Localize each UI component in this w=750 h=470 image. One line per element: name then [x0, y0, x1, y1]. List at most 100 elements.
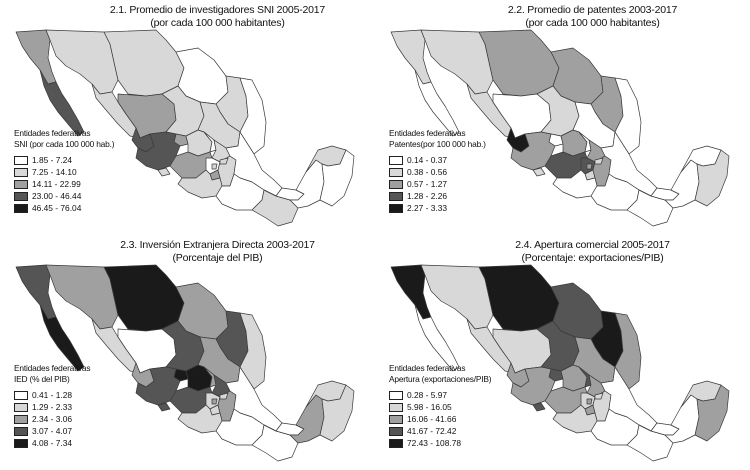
legend-subtitle: IED (% del PIB): [14, 373, 70, 384]
legend-label: 5.98 - 16.05: [407, 402, 452, 412]
legend-label: 0.38 - 0.56: [407, 167, 448, 177]
states-layer: [15, 264, 355, 462]
state-campeche: [289, 159, 325, 209]
state-colima: [157, 402, 171, 412]
legend-label: 7.25 - 14.10: [32, 167, 77, 177]
state-colima: [157, 167, 171, 177]
legend-item: 1.29 - 2.33: [14, 401, 90, 413]
state-guerrero: [552, 404, 598, 434]
state-colima: [532, 167, 546, 177]
legend-swatch: [389, 426, 403, 436]
legend-label: 0.28 - 5.97: [407, 390, 448, 400]
legend-item: 1.28 - 2.26: [389, 190, 486, 202]
state-queretaro: [203, 366, 217, 388]
legend-title: Entidades federativas: [14, 128, 91, 138]
state-baja-california-sur: [39, 69, 85, 137]
legend-item: 0.14 - 0.37: [389, 154, 486, 166]
state-baja-california-sur: [414, 69, 460, 137]
legend-label: 0.41 - 1.28: [32, 390, 73, 400]
legend-swatch: [389, 191, 403, 201]
legend-item: 0.28 - 5.97: [389, 389, 491, 401]
state-queretaro: [578, 366, 592, 388]
state-jalisco: [510, 366, 556, 406]
legend-item: 2.34 - 3.06: [14, 413, 90, 425]
legend-item: 23.00 - 46.44: [14, 190, 114, 202]
state-jalisco: [135, 366, 181, 406]
state-baja-california-sur: [39, 304, 85, 372]
legend-subtitle: SNI (por cada 100 000 hab.): [14, 138, 115, 149]
legend-item: 7.25 - 14.10: [14, 166, 114, 178]
state-jalisco: [135, 131, 181, 171]
legend-swatch: [14, 191, 28, 201]
title-line-1: 2.3. Inversión Extranjera Directa 2003-2…: [120, 239, 315, 251]
legend-swatch: [389, 414, 403, 424]
state-guerrero: [552, 169, 598, 199]
legend-title: Entidades federativas: [389, 363, 466, 373]
legend-label: 2.27 - 3.33: [407, 203, 448, 213]
legend: Entidades federativas Patentes(por 100 0…: [389, 128, 486, 214]
legend-label: 41.67 - 72.42: [407, 426, 457, 436]
panel-apertura: 2.4. Apertura comercial 2005-2017 (Porce…: [375, 235, 750, 470]
legend-label: 0.57 - 1.27: [407, 179, 448, 189]
state-chihuahua: [478, 264, 560, 332]
legend-swatch: [14, 414, 28, 424]
legend-subtitle: Patentes(por 100 000 hab.): [389, 138, 486, 149]
legend-label: 72.43 - 108.78: [407, 438, 462, 448]
legend-swatch: [389, 167, 403, 177]
legend-swatch: [14, 179, 28, 189]
title-line-2: (Porcentaje del PIB): [172, 252, 263, 264]
state-tlaxcala: [594, 392, 604, 400]
panel-title: 2.4. Apertura comercial 2005-2017 (Porce…: [435, 239, 750, 265]
panel-ied: 2.3. Inversión Extranjera Directa 2003-2…: [0, 235, 375, 470]
state-campeche: [664, 159, 700, 209]
state-jalisco: [510, 131, 556, 171]
legend-item: 5.98 - 16.05: [389, 401, 491, 413]
legend-swatch: [14, 438, 28, 448]
panel-title: 2.1. Promedio de investigadores SNI 2005…: [60, 4, 375, 30]
state-chihuahua: [103, 29, 185, 97]
legend-swatch: [389, 390, 403, 400]
legend-item: 72.43 - 108.78: [389, 437, 491, 449]
legend-swatch: [14, 426, 28, 436]
state-campeche: [289, 394, 325, 444]
state-queretaro: [203, 131, 217, 153]
legend-label: 1.85 - 7.24: [32, 155, 73, 165]
legend-item: 46.45 - 76.04: [14, 202, 114, 214]
states-layer: [15, 29, 355, 227]
state-chihuahua: [478, 29, 560, 97]
state-quintana-roo: [319, 149, 355, 207]
legend-item: 4.08 - 7.34: [14, 437, 90, 449]
legend-item: 1.85 - 7.24: [14, 154, 114, 166]
legend-swatch: [389, 203, 403, 213]
legend-swatch: [389, 155, 403, 165]
legend: Entidades federativas SNI (por cada 100 …: [14, 128, 114, 214]
legend-label: 14.11 - 22.99: [32, 179, 81, 189]
state-quintana-roo: [694, 384, 730, 442]
choropleth-map: [15, 264, 355, 462]
state-tlaxcala: [594, 157, 604, 165]
state-colima: [532, 402, 546, 412]
state-quintana-roo: [694, 149, 730, 207]
state-ciudad-de-mexico: [211, 163, 218, 170]
panel-title: 2.3. Inversión Extranjera Directa 2003-2…: [60, 239, 375, 265]
panel-title: 2.2. Promedio de patentes 2003-2017 (por…: [435, 4, 750, 30]
legend-label: 2.34 - 3.06: [32, 414, 73, 424]
legend-item: 2.27 - 3.33: [389, 202, 486, 214]
state-guerrero: [177, 404, 223, 434]
state-baja-california-sur: [414, 304, 460, 372]
choropleth-map: [15, 29, 355, 227]
state-ciudad-de-mexico: [586, 163, 593, 170]
title-line-2: (por cada 100 000 habitantes): [150, 17, 285, 29]
legend-swatch: [14, 402, 28, 412]
title-line-2: (Porcentaje: exportaciones/PIB): [521, 252, 664, 264]
panel-patentes: 2.2. Promedio de patentes 2003-2017 (por…: [375, 0, 750, 235]
choropleth-map: [390, 29, 730, 227]
legend-swatch: [14, 390, 28, 400]
state-queretaro: [578, 131, 592, 153]
legend-item: 0.38 - 0.56: [389, 166, 486, 178]
legend-label: 4.08 - 7.34: [32, 438, 73, 448]
legend-item: 41.67 - 72.42: [389, 425, 491, 437]
legend: Entidades federativas IED (% del PIB) 0.…: [14, 363, 91, 449]
legend-swatch: [14, 155, 28, 165]
